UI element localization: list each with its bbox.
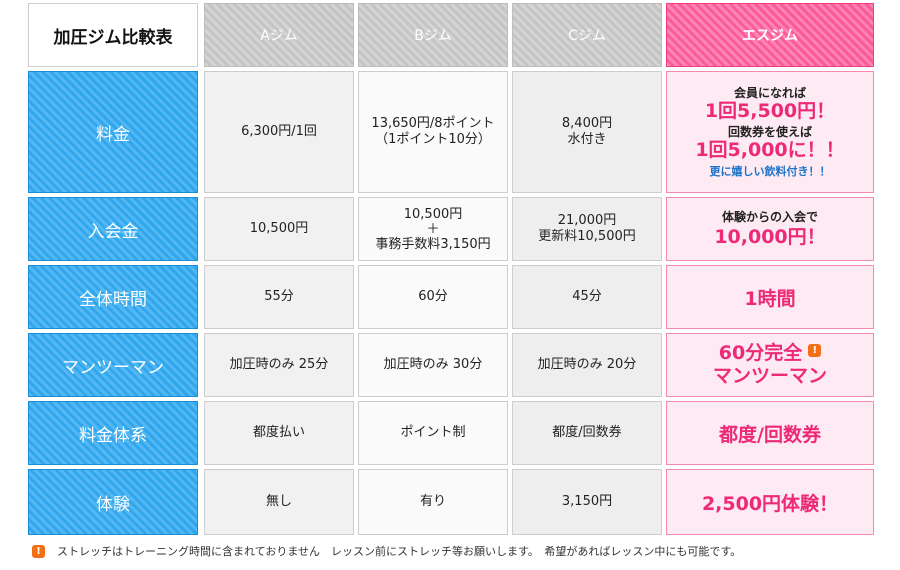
- cell-text: 10,500円: [403, 206, 463, 222]
- cell-one-on-one-c: 加圧時のみ 20分: [512, 333, 662, 397]
- footnote-text: ストレッチはトレーニング時間に含まれておりません レッスン前にストレッチ等お願い…: [57, 545, 742, 558]
- full-session-line: 60分完全 !: [718, 342, 822, 365]
- cell-text: 60分: [418, 289, 448, 304]
- cell-pricing-system-s-gym: 都度/回数券: [666, 401, 874, 465]
- ticket-price: 1回5,000に！！: [695, 138, 845, 161]
- cell-trial-c: 3,150円: [512, 469, 662, 535]
- exclamation-icon: !: [808, 344, 822, 357]
- cell-pricing-system-b: ポイント制: [358, 401, 508, 465]
- cell-fee-c: 8,400円 水付き: [512, 71, 662, 193]
- table-title: 加圧ジム比較表: [28, 3, 198, 67]
- member-note: 会員になれば: [733, 85, 806, 100]
- cell-trial-s-gym: 2,500円体験！: [666, 469, 874, 535]
- cell-text: 10,500円: [249, 221, 309, 236]
- cell-pricing-system-c: 都度/回数券: [512, 401, 662, 465]
- cell-total-time-c: 45分: [512, 265, 662, 329]
- member-price: 1回5,500円！: [704, 99, 836, 122]
- column-header-a-gym: Aジム: [204, 3, 354, 67]
- column-header-b-gym: Bジム: [358, 3, 508, 67]
- cell-text: 無し: [265, 494, 292, 509]
- trial-entry-note: 体験からの入会で: [721, 209, 818, 224]
- ticket-note: 回数券を使えば: [727, 124, 812, 139]
- cell-text: 3,150円: [561, 494, 613, 509]
- cell-entry-fee-a: 10,500円: [204, 197, 354, 261]
- cell-fee-b: 13,650円/8ポイント （1ポイント10分）: [358, 71, 508, 193]
- cell-text: 都度払い: [252, 425, 305, 440]
- row-header-pricing-system: 料金体系: [28, 401, 198, 465]
- cell-entry-fee-c: 21,000円 更新料10,500円: [512, 197, 662, 261]
- column-header-s-gym: エスジム: [666, 3, 874, 67]
- one-on-one-text: マンツーマン: [712, 365, 827, 387]
- cell-text: 都度/回数券: [552, 425, 622, 440]
- trial-price: 2,500円体験！: [701, 492, 839, 515]
- cell-trial-b: 有り: [358, 469, 508, 535]
- cell-total-time-s-gym: 1時間: [666, 265, 874, 329]
- pricing-system-value: 都度/回数券: [719, 423, 821, 446]
- cell-one-on-one-a: 加圧時のみ 25分: [204, 333, 354, 397]
- cell-pricing-system-a: 都度払い: [204, 401, 354, 465]
- cell-text: 加圧時のみ 20分: [537, 357, 637, 372]
- cell-text: 加圧時のみ 30分: [383, 357, 483, 372]
- row-header-entry-fee: 入会金: [28, 197, 198, 261]
- cell-text: 加圧時のみ 25分: [229, 357, 329, 372]
- total-time-value: 1時間: [744, 287, 796, 310]
- cell-text: 有り: [419, 494, 446, 509]
- cell-text: 8,400円: [561, 116, 613, 131]
- cell-trial-a: 無し: [204, 469, 354, 535]
- cell-entry-fee-b: 10,500円 ＋ 事務手数料3,150円: [358, 197, 508, 261]
- cell-one-on-one-s-gym: 60分完全 ! マンツーマン: [666, 333, 874, 397]
- cell-fee-a: 6,300円/1回: [204, 71, 354, 193]
- entry-fee-price: 10,000円！: [714, 225, 826, 248]
- cell-text: ポイント制: [400, 425, 466, 440]
- cell-text: 55分: [264, 289, 294, 304]
- cell-text: 事務手数料3,150円: [375, 236, 491, 252]
- cell-text: 45分: [572, 289, 602, 304]
- row-header-fee: 料金: [28, 71, 198, 193]
- drink-bonus-note: 更に嬉しい飲料付き！！: [709, 164, 831, 178]
- row-header-one-on-one: マンツーマン: [28, 333, 198, 397]
- cell-text: 水付き: [567, 132, 607, 147]
- full-60-min-text: 60分完全: [718, 342, 803, 364]
- cell-text: （1ポイント10分）: [375, 132, 491, 147]
- cell-text: 6,300円/1回: [241, 124, 317, 139]
- cell-text: ＋: [426, 221, 440, 237]
- cell-one-on-one-b: 加圧時のみ 30分: [358, 333, 508, 397]
- cell-fee-s-gym: 会員になれば 1回5,500円！ 回数券を使えば 1回5,000に！！ 更に嬉し…: [666, 71, 874, 193]
- cell-entry-fee-s-gym: 体験からの入会で 10,000円！: [666, 197, 874, 261]
- column-header-c-gym: Cジム: [512, 3, 662, 67]
- cell-total-time-a: 55分: [204, 265, 354, 329]
- exclamation-icon: !: [32, 544, 45, 558]
- cell-text: 21,000円: [557, 213, 617, 228]
- cell-total-time-b: 60分: [358, 265, 508, 329]
- row-header-total-time: 全体時間: [28, 265, 198, 329]
- cell-text: 13,650円/8ポイント: [371, 116, 495, 131]
- row-header-trial: 体験: [28, 469, 198, 535]
- footnote: ! ストレッチはトレーニング時間に含まれておりません レッスン前にストレッチ等お…: [32, 543, 741, 559]
- cell-text: 更新料10,500円: [538, 229, 636, 244]
